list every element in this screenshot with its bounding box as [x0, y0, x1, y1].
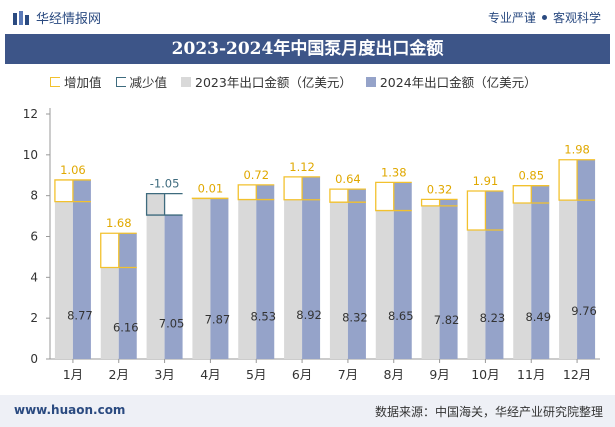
bar-2024	[164, 215, 183, 359]
change-label: 0.72	[243, 168, 269, 182]
bar-2024	[118, 233, 137, 359]
value-label-2024: 8.77	[67, 309, 93, 323]
bar-2024	[347, 189, 366, 359]
legend-2024-label: 2024年出口金额（亿美元）	[379, 75, 537, 90]
value-label-2024: 8.49	[525, 310, 551, 324]
legend-increase-label: 增加值	[64, 75, 102, 90]
y-tick-label: 8	[30, 189, 38, 203]
bar-2023	[146, 193, 165, 359]
x-tick-label: 9月	[429, 367, 449, 382]
legend-increase: 增加值	[50, 72, 102, 91]
bar-2024	[393, 182, 412, 359]
y-tick-label: 4	[30, 270, 38, 284]
bar-2023	[54, 201, 73, 359]
x-tick-label: 1月	[63, 367, 83, 382]
footer-source: 数据来源：中国海关，华经产业研究院整理	[374, 405, 603, 419]
slogan: 专业严谨 客观科学	[488, 9, 601, 26]
legend-2023: 2023年出口金额（亿美元）	[181, 72, 352, 91]
change-label: 1.12	[289, 160, 315, 174]
chart-legend: 增加值 减少值 2023年出口金额（亿美元） 2024年出口金额（亿美元）	[50, 72, 551, 91]
value-label-2024: 7.05	[159, 316, 185, 330]
x-tick-label: 3月	[154, 367, 174, 382]
x-tick-label: 4月	[200, 367, 220, 382]
bar-2023	[513, 203, 532, 359]
bar-2023	[100, 267, 119, 359]
brand[interactable]: 华经情报网	[12, 8, 101, 27]
y-tick-label: 12	[23, 107, 38, 121]
y-tick-label: 2	[30, 311, 38, 325]
legend-2023-label: 2023年出口金额（亿美元）	[195, 75, 352, 90]
y-tick-label: 0	[30, 352, 38, 366]
x-tick-label: 8月	[384, 367, 404, 382]
bar-2024	[439, 199, 458, 359]
value-label-2024: 8.32	[342, 311, 368, 325]
change-label: 1.06	[60, 163, 86, 177]
change-label: 0.01	[198, 181, 224, 195]
legend-2024: 2024年出口金额（亿美元）	[365, 72, 537, 91]
bar-2023	[559, 200, 578, 359]
value-label-2024: 8.53	[250, 310, 276, 324]
change-label: 0.64	[335, 172, 361, 186]
bar-2024	[577, 159, 596, 359]
series-2023-swatch-icon	[181, 76, 192, 87]
change-label: 1.91	[473, 174, 499, 188]
y-tick-label: 10	[23, 148, 38, 162]
x-tick-label: 11月	[517, 367, 545, 382]
footer: www.huaon.com 数据来源：中国海关，华经产业研究院整理	[0, 395, 615, 427]
value-label-2024: 6.16	[113, 320, 139, 334]
y-tick-label: 6	[30, 230, 38, 244]
change-label: 1.68	[106, 216, 132, 230]
increase-swatch-icon	[50, 76, 60, 87]
value-label-2024: 9.76	[571, 304, 597, 318]
slogan-left: 专业严谨	[487, 11, 536, 25]
bar-2024	[210, 198, 229, 359]
change-label: -1.05	[150, 177, 180, 191]
x-tick-label: 5月	[246, 367, 266, 382]
change-label: 0.32	[427, 182, 453, 196]
bar-chart: 0 2 4 6 8 10 12 1.06 8.77 1月 1.68 6.16 2月 -1.05 7.05 3月…	[23, 107, 600, 382]
bar-2023	[421, 205, 440, 359]
x-tick-label: 12月	[563, 367, 591, 382]
decrease-swatch-icon	[115, 76, 126, 87]
value-label-2024: 7.87	[205, 313, 231, 327]
value-label-2024: 8.92	[296, 308, 322, 322]
value-label-2024: 8.23	[480, 311, 506, 325]
bar-2023	[329, 202, 348, 359]
change-label: 1.98	[564, 143, 590, 157]
bar-2024	[531, 185, 550, 359]
x-tick-label: 6月	[292, 367, 312, 382]
bar-2023	[467, 229, 486, 359]
x-tick-label: 2月	[109, 367, 129, 382]
separator-dot-icon	[541, 15, 547, 20]
bar-2023	[375, 210, 394, 359]
bar-2024	[302, 176, 321, 359]
bar-2024	[485, 190, 504, 359]
bar-2023	[284, 199, 303, 359]
value-label-2024: 7.82	[434, 313, 460, 327]
bar-2023	[192, 198, 211, 359]
series-2024-swatch-icon	[365, 76, 376, 87]
legend-decrease: 减少值	[115, 72, 168, 91]
bar-2023	[238, 199, 257, 359]
footer-url-link[interactable]: www.huaon.com	[14, 403, 126, 417]
bar-2024	[256, 184, 275, 359]
change-label: 1.38	[381, 165, 407, 179]
bar-2024	[72, 179, 91, 359]
change-label: 0.85	[518, 169, 544, 183]
value-label-2024: 8.65	[388, 309, 414, 323]
x-tick-label: 10月	[471, 367, 499, 382]
slogan-right: 客观科学	[552, 11, 601, 25]
brand-logo-icon	[13, 10, 29, 25]
x-tick-label: 7月	[338, 367, 358, 382]
legend-decrease-label: 减少值	[129, 75, 168, 90]
top-bar: 华经情报网 专业严谨 客观科学	[0, 0, 615, 34]
chart-title: 2023-2024年中国泵月度出口金额	[5, 34, 610, 64]
brand-name: 华经情报网	[36, 12, 102, 27]
